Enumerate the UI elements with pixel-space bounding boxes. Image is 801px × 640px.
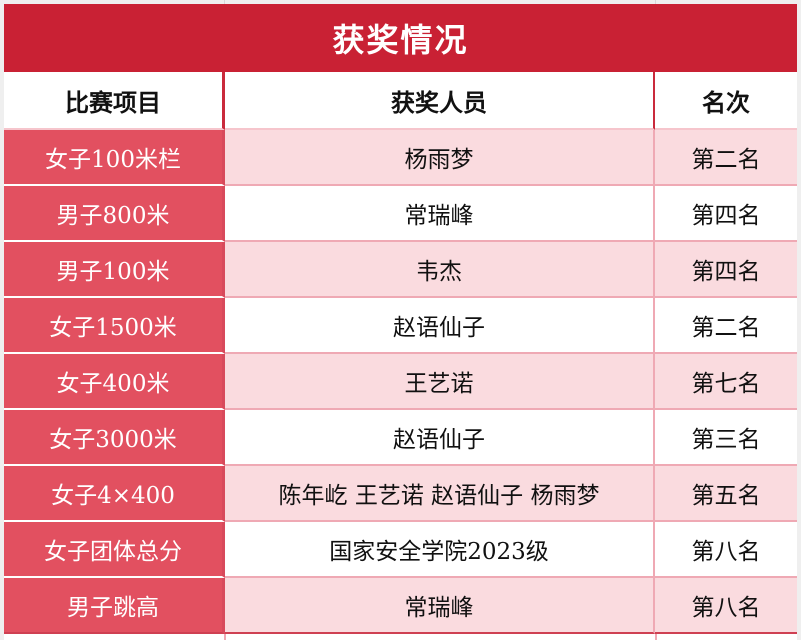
column-header-winners-label: 获奖人员 bbox=[391, 87, 487, 117]
table-row: 男子100米 韦杰 第四名 bbox=[4, 242, 797, 298]
table-row: 女子400米 王艺诺 第七名 bbox=[4, 354, 797, 410]
grid-tick-bottom-2 bbox=[655, 634, 657, 640]
column-header-rank[interactable]: 名次 bbox=[655, 72, 797, 130]
table-row: 女子100米栏 杨雨梦 第二名 bbox=[4, 130, 797, 186]
winners-cell[interactable]: 杨雨梦 bbox=[225, 130, 655, 186]
rank-label: 第七名 bbox=[691, 371, 761, 397]
rank-cell[interactable]: 第七名 bbox=[655, 354, 797, 410]
event-label: 男子跳高 bbox=[67, 595, 159, 621]
event-label: 女子团体总分 bbox=[44, 539, 182, 565]
winners-label: 国家安全学院2023级 bbox=[329, 539, 549, 565]
winners-label: 赵语仙子 bbox=[393, 315, 485, 341]
winners-label: 赵语仙子 bbox=[393, 427, 485, 453]
rank-label: 第八名 bbox=[691, 595, 761, 621]
winners-cell[interactable]: 赵语仙子 bbox=[225, 298, 655, 354]
column-header-rank-label: 名次 bbox=[702, 87, 750, 117]
table-title: 获奖情况 bbox=[4, 4, 797, 72]
grid-tick-top-1 bbox=[224, 0, 225, 4]
rank-label: 第八名 bbox=[691, 539, 761, 565]
awards-table: 获奖情况 比赛项目 获奖人员 名次 女子100米栏 杨雨梦 第二名 男子800米 bbox=[4, 4, 797, 634]
rank-cell[interactable]: 第二名 bbox=[655, 130, 797, 186]
event-label: 男子800米 bbox=[56, 203, 170, 229]
winners-cell[interactable]: 国家安全学院2023级 bbox=[225, 522, 655, 578]
winners-label: 陈年屹 王艺诺 赵语仙子 杨雨梦 bbox=[278, 483, 600, 509]
grid-tick-top-2 bbox=[655, 0, 656, 4]
rank-label: 第四名 bbox=[691, 259, 761, 285]
rank-label: 第五名 bbox=[691, 483, 761, 509]
event-label: 男子100米 bbox=[56, 259, 170, 285]
event-cell[interactable]: 女子3000米 bbox=[4, 410, 225, 466]
winners-cell[interactable]: 赵语仙子 bbox=[225, 410, 655, 466]
event-label: 女子400米 bbox=[56, 371, 170, 397]
next-row-sliver bbox=[4, 634, 797, 640]
rank-label: 第二名 bbox=[691, 147, 761, 173]
winners-label: 杨雨梦 bbox=[404, 147, 474, 173]
winners-label: 常瑞峰 bbox=[404, 203, 474, 229]
table-body: 女子100米栏 杨雨梦 第二名 男子800米 常瑞峰 第四名 男子100米 韦杰… bbox=[4, 130, 797, 634]
rank-cell[interactable]: 第三名 bbox=[655, 410, 797, 466]
table-row: 男子800米 常瑞峰 第四名 bbox=[4, 186, 797, 242]
winners-cell[interactable]: 陈年屹 王艺诺 赵语仙子 杨雨梦 bbox=[225, 466, 655, 522]
rank-label: 第三名 bbox=[691, 427, 761, 453]
winners-cell[interactable]: 王艺诺 bbox=[225, 354, 655, 410]
event-label: 女子100米栏 bbox=[45, 147, 181, 173]
column-header-event-label: 比赛项目 bbox=[65, 87, 161, 117]
event-label: 女子1500米 bbox=[49, 315, 177, 341]
column-header-event[interactable]: 比赛项目 bbox=[4, 72, 225, 130]
table-row: 女子4×400 陈年屹 王艺诺 赵语仙子 杨雨梦 第五名 bbox=[4, 466, 797, 522]
winners-cell[interactable]: 韦杰 bbox=[225, 242, 655, 298]
event-cell[interactable]: 男子跳高 bbox=[4, 578, 225, 634]
winners-label: 王艺诺 bbox=[404, 371, 474, 397]
event-cell[interactable]: 女子1500米 bbox=[4, 298, 225, 354]
header-row: 比赛项目 获奖人员 名次 bbox=[4, 72, 797, 130]
rank-cell[interactable]: 第八名 bbox=[655, 522, 797, 578]
rank-cell[interactable]: 第四名 bbox=[655, 242, 797, 298]
table-row: 女子团体总分 国家安全学院2023级 第八名 bbox=[4, 522, 797, 578]
grid-tick-bottom-1 bbox=[224, 634, 226, 640]
rank-cell[interactable]: 第五名 bbox=[655, 466, 797, 522]
table-row: 女子3000米 赵语仙子 第三名 bbox=[4, 410, 797, 466]
table-title-label: 获奖情况 bbox=[332, 21, 469, 59]
winners-cell[interactable]: 常瑞峰 bbox=[225, 186, 655, 242]
rank-cell[interactable]: 第四名 bbox=[655, 186, 797, 242]
event-cell[interactable]: 男子100米 bbox=[4, 242, 225, 298]
event-cell[interactable]: 女子100米栏 bbox=[4, 130, 225, 186]
rank-cell[interactable]: 第八名 bbox=[655, 578, 797, 634]
table-row: 女子1500米 赵语仙子 第二名 bbox=[4, 298, 797, 354]
winners-label: 常瑞峰 bbox=[404, 595, 474, 621]
event-cell[interactable]: 男子800米 bbox=[4, 186, 225, 242]
event-cell[interactable]: 女子400米 bbox=[4, 354, 225, 410]
column-header-winners[interactable]: 获奖人员 bbox=[225, 72, 655, 130]
rank-label: 第四名 bbox=[691, 203, 761, 229]
rank-cell[interactable]: 第二名 bbox=[655, 298, 797, 354]
table-row: 男子跳高 常瑞峰 第八名 bbox=[4, 578, 797, 634]
event-label: 女子3000米 bbox=[49, 427, 177, 453]
winners-cell[interactable]: 常瑞峰 bbox=[225, 578, 655, 634]
winners-label: 韦杰 bbox=[416, 259, 462, 285]
rank-label: 第二名 bbox=[691, 315, 761, 341]
event-cell[interactable]: 女子团体总分 bbox=[4, 522, 225, 578]
event-label: 女子4×400 bbox=[51, 483, 175, 509]
event-cell[interactable]: 女子4×400 bbox=[4, 466, 225, 522]
